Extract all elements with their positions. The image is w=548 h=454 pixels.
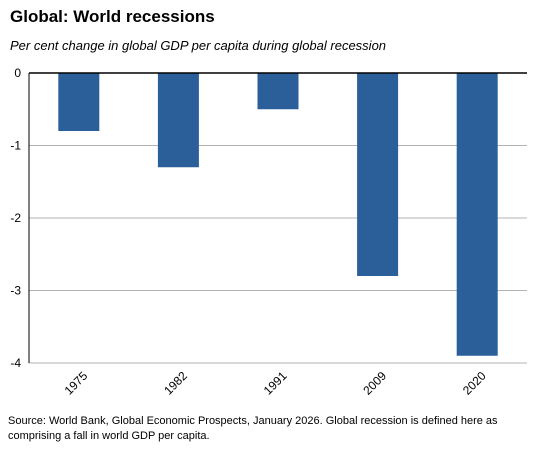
y-tick-label: -4 [10, 356, 21, 370]
x-tick-label: 2009 [360, 369, 389, 398]
bar [58, 73, 99, 131]
y-tick-label: -3 [10, 284, 21, 298]
bar [258, 73, 299, 109]
gridlines [29, 146, 527, 364]
y-tick-label: -2 [10, 211, 21, 225]
bar [357, 73, 398, 276]
source-note: Source: World Bank, Global Economic Pros… [8, 414, 528, 444]
bars [58, 73, 497, 356]
x-tick-label: 2020 [460, 369, 489, 398]
x-tick-label: 1975 [62, 369, 91, 398]
y-tick-label: -1 [10, 139, 21, 153]
bar [457, 73, 498, 356]
x-tick-label: 1991 [261, 369, 290, 398]
x-tick-label: 1982 [161, 369, 190, 398]
bar [158, 73, 199, 167]
y-tick-label: 0 [14, 66, 21, 80]
